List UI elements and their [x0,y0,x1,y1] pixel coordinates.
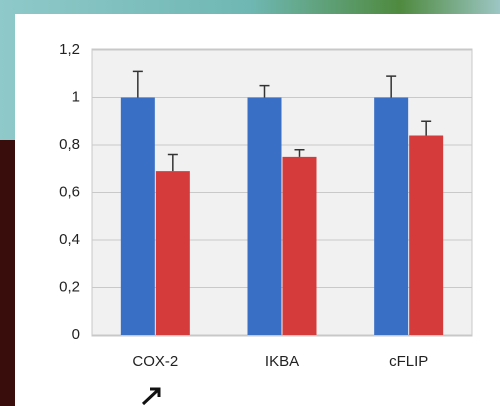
error-bar [167,153,178,172]
error-bar [294,149,305,157]
error-bar [421,120,432,136]
error-bar [259,84,270,98]
x-tick-label: COX-2 [132,353,178,370]
bar [155,171,190,335]
x-tick-label: IKBA [265,353,299,370]
y-tick-label: 0,8 [59,136,80,153]
y-tick-label: 0 [72,326,80,343]
bar [120,97,155,335]
bar [409,135,444,335]
x-tick-label: cFLIP [389,353,428,370]
bar [374,97,409,335]
bar [282,156,317,335]
bar [247,97,282,335]
error-bar [132,70,143,98]
y-tick-label: 0,4 [59,231,80,248]
arrow [141,387,161,406]
y-tick-label: 1 [72,88,80,105]
y-tick-label: 1,2 [59,41,80,58]
y-tick-label: 0,6 [59,183,80,200]
y-tick-label: 0,2 [59,278,80,295]
error-bar [386,75,397,98]
